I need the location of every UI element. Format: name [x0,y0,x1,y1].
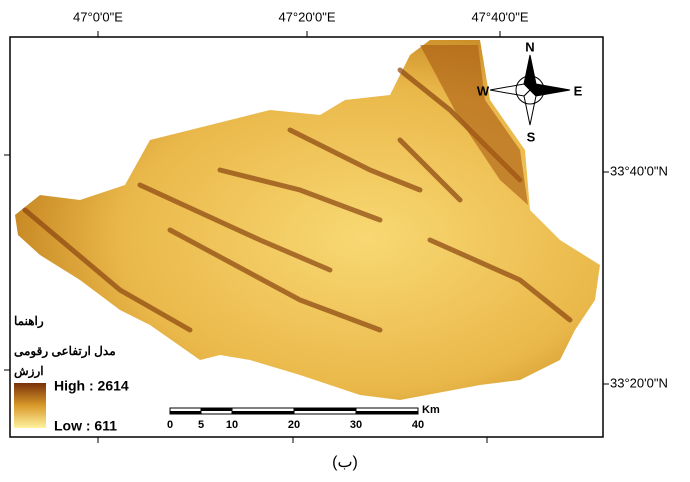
scale-segment [232,411,294,414]
compass-s: S [527,129,536,144]
lat-label: 33°20'0"N [610,375,668,390]
legend-title: راهنما [14,314,44,329]
legend-low: Low : 611 [54,418,117,434]
scale-segment [294,408,356,411]
legend-ramp [14,383,46,428]
scale-segment [170,411,201,414]
scale-unit: Km [422,404,440,416]
lon-label: 47°0'0"E [73,9,123,24]
map-figure: N S E W 47°0'0"E 47°20'0"E 47°40'0"E 33°… [0,0,690,477]
scale-label: 0 [167,419,173,431]
caption: (ب) [332,454,358,471]
scale-segment [201,408,232,411]
compass-e: E [574,83,583,98]
compass-n: N [525,39,534,54]
scale-segment [356,411,418,414]
legend-layer: مدل ارتفاعی رقومی [14,344,116,359]
legend-high: High : 2614 [54,378,129,394]
scale-label: 10 [226,419,238,431]
scale-label: 20 [288,419,300,431]
lon-label: 47°40'0"E [471,9,528,24]
scale-label: 30 [350,419,362,431]
lat-label: 33°40'0"N [610,163,668,178]
lon-label: 47°20'0"E [278,9,335,24]
legend-field: ارزش [14,364,44,379]
compass-w: W [477,83,490,98]
scale-label: 5 [198,419,204,431]
scale-label: 40 [412,419,424,431]
